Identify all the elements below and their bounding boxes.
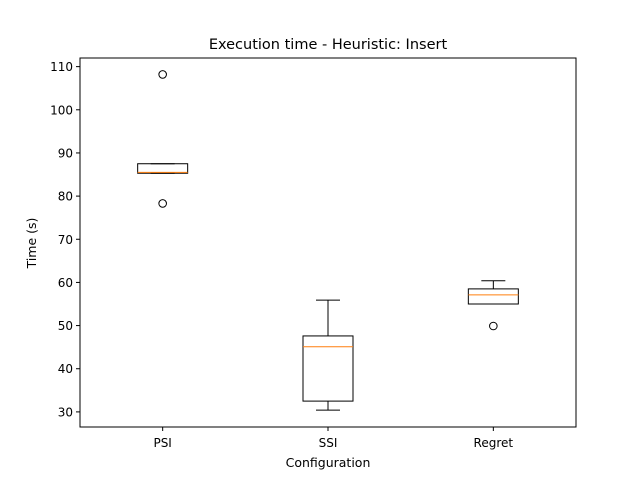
outlier-point xyxy=(489,321,498,331)
x-axis-ticks: PSI SSI Regret xyxy=(153,427,513,450)
x-axis-label: Configuration xyxy=(286,455,371,470)
outlier-point xyxy=(158,70,167,79)
box-ssi xyxy=(302,299,354,411)
y-tick-label: 100 xyxy=(50,103,73,117)
box-psi xyxy=(137,70,189,208)
y-tick-label: 70 xyxy=(58,233,73,247)
y-axis-ticks: 30 40 50 60 70 80 90 100 110 xyxy=(50,60,80,419)
box-body xyxy=(137,163,189,174)
x-tick-label: SSI xyxy=(319,436,338,450)
y-tick-label: 80 xyxy=(58,190,73,204)
box-body xyxy=(302,335,354,402)
y-tick-label: 30 xyxy=(58,405,73,419)
y-tick-label: 50 xyxy=(58,319,73,333)
box-group xyxy=(137,70,519,411)
y-tick-label: 40 xyxy=(58,362,73,376)
plot-frame xyxy=(79,57,577,428)
box-body xyxy=(467,288,519,305)
y-tick-label: 110 xyxy=(50,60,73,74)
chart-title: Execution time - Heuristic: Insert xyxy=(209,37,448,53)
y-tick-label: 60 xyxy=(58,276,73,290)
box-regret xyxy=(467,280,519,331)
y-axis-label: Time (s) xyxy=(24,218,39,270)
x-tick-label: PSI xyxy=(153,436,171,450)
y-tick-label: 90 xyxy=(58,146,73,160)
outlier-point xyxy=(158,199,167,208)
x-tick-label: Regret xyxy=(474,436,514,450)
